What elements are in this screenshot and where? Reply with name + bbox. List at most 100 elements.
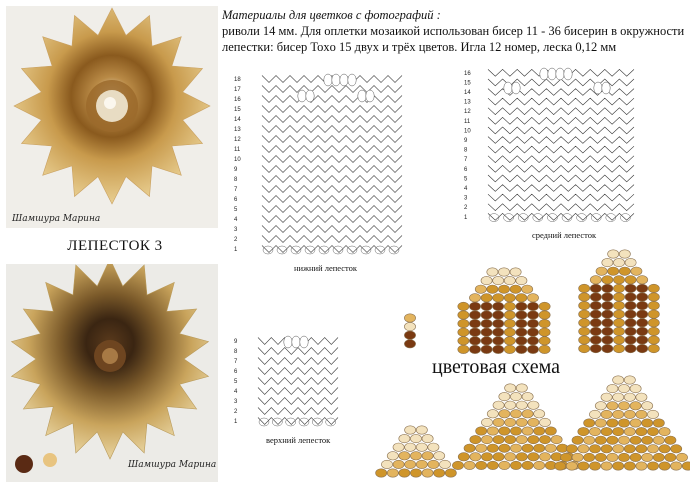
bead — [613, 301, 625, 311]
bead — [578, 318, 591, 328]
bead — [607, 249, 620, 259]
bead — [469, 293, 481, 303]
row-number: 6 — [464, 167, 468, 173]
bead — [452, 460, 464, 470]
row-number: 14 — [234, 117, 241, 123]
weave-row — [487, 174, 635, 183]
bead — [635, 444, 648, 454]
bead — [527, 435, 540, 445]
row-number: 2 — [234, 409, 238, 415]
bead — [469, 301, 481, 311]
bead — [589, 292, 602, 302]
bead-outline — [291, 335, 301, 349]
bead — [658, 444, 671, 454]
bead — [594, 418, 607, 428]
bead — [457, 452, 470, 462]
row-number: 5 — [234, 207, 238, 213]
bead — [606, 452, 619, 462]
bead — [641, 452, 654, 462]
weave-row — [487, 184, 635, 192]
bead — [415, 425, 428, 435]
bead — [571, 452, 584, 462]
bead — [538, 319, 551, 329]
weave-row — [261, 75, 403, 83]
weave-row — [487, 164, 635, 173]
bead — [527, 336, 539, 346]
bead — [613, 283, 625, 293]
row-number: 7 — [234, 187, 238, 193]
bead — [492, 452, 505, 462]
weave-row — [487, 107, 635, 116]
bead — [577, 427, 590, 437]
bead — [398, 468, 411, 478]
bead — [492, 293, 505, 303]
bead — [606, 401, 619, 411]
weave-row — [487, 203, 635, 212]
bead — [613, 318, 625, 328]
row-number: 13 — [234, 127, 241, 133]
bead — [404, 425, 417, 435]
bead — [589, 301, 602, 311]
bead — [457, 344, 470, 354]
bead — [538, 310, 551, 320]
row-number: 10 — [464, 128, 471, 134]
bead — [658, 461, 671, 471]
petal-title: ЛЕПЕСТОК 3 — [67, 238, 163, 254]
bead — [613, 344, 625, 354]
row-number: 1 — [234, 247, 238, 253]
weave-row — [261, 135, 403, 143]
row-number: 9 — [234, 167, 238, 173]
row-number: 10 — [234, 157, 241, 163]
bead — [527, 327, 539, 337]
bead-outline — [360, 245, 372, 255]
materials-line: лепестки: бисер Toxo 15 двух и трёх цвет… — [222, 40, 617, 54]
bead — [492, 327, 505, 337]
bead — [381, 459, 393, 469]
bead — [504, 417, 517, 427]
bead — [498, 284, 510, 294]
row-number: 6 — [234, 369, 238, 375]
bead-outline — [357, 89, 367, 103]
bead — [601, 318, 614, 328]
row-number: 7 — [234, 359, 238, 365]
bead — [636, 318, 649, 328]
bead — [578, 326, 591, 336]
bead — [492, 336, 505, 346]
weave-row — [261, 85, 403, 93]
bead — [629, 401, 642, 411]
weave-row — [261, 95, 403, 103]
row-number: 15 — [464, 80, 471, 86]
bead — [664, 435, 677, 445]
bead — [515, 293, 528, 303]
bead — [481, 452, 493, 462]
bead-outline — [503, 213, 514, 222]
bead — [469, 310, 481, 320]
bead — [641, 435, 654, 445]
bead — [589, 461, 601, 471]
bead — [515, 417, 528, 427]
bead — [480, 336, 493, 346]
bead — [613, 258, 625, 268]
bead — [515, 344, 528, 354]
weave-row — [261, 215, 403, 223]
bead — [601, 258, 614, 268]
bead — [594, 435, 607, 445]
bead — [444, 468, 457, 478]
bead — [623, 427, 636, 437]
bead — [492, 417, 505, 427]
bead-outline — [304, 245, 316, 255]
materials-text: Материалы для цветков с фотографий : рив… — [222, 7, 688, 55]
weave-row — [487, 88, 635, 96]
bead — [601, 283, 614, 293]
bead — [480, 310, 493, 320]
bead — [498, 409, 511, 419]
bead — [469, 336, 481, 346]
bead — [521, 392, 534, 402]
bead — [533, 426, 546, 436]
bead — [624, 292, 637, 302]
bead — [578, 344, 591, 354]
weave-row — [487, 116, 635, 125]
bead-outline — [517, 213, 529, 222]
bead — [521, 443, 534, 453]
bead-outline — [593, 81, 603, 95]
